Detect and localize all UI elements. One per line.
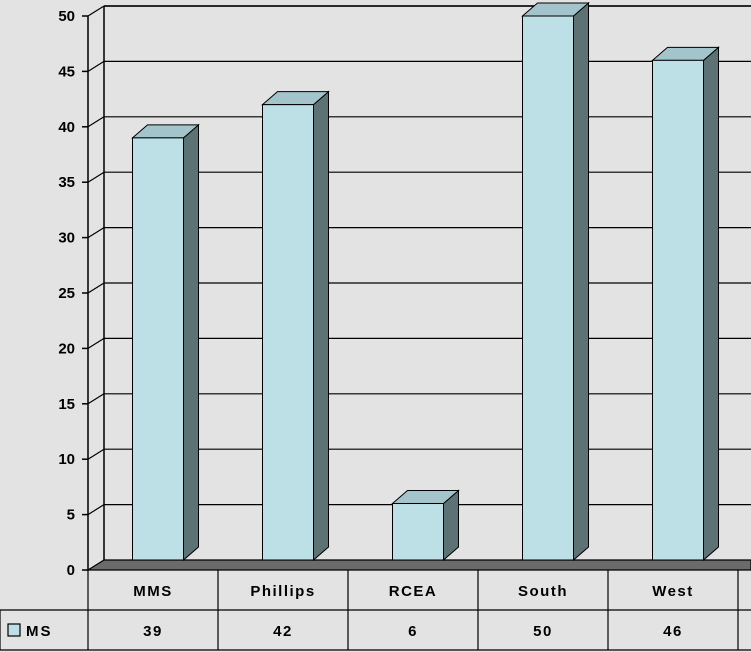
bar — [391, 489, 460, 562]
gridline-diagonal — [87, 282, 105, 294]
bar-side — [313, 90, 329, 562]
bar-front — [522, 15, 574, 561]
bar-front — [132, 137, 184, 561]
y-tick-label: 25 — [58, 285, 75, 302]
y-tick-label: 20 — [58, 340, 75, 357]
legend-swatch — [7, 623, 21, 637]
y-tick-label: 30 — [58, 230, 75, 247]
data-label: 39 — [143, 623, 163, 640]
category-label: RCEA — [389, 583, 438, 600]
category-label: West — [652, 583, 694, 600]
bar-front — [392, 503, 444, 561]
bar — [261, 90, 330, 562]
data-label: 6 — [408, 623, 418, 640]
y-tick-label: 15 — [58, 396, 75, 413]
legend-label: MS — [26, 623, 53, 640]
category-label: MMS — [133, 583, 173, 600]
gridline-diagonal — [87, 227, 105, 239]
category-label: South — [518, 583, 568, 600]
y-axis: 0 5 10 15 20 25 30 35 40 45 50 — [58, 8, 88, 579]
gridline-diagonal — [87, 116, 105, 128]
bars — [131, 1, 720, 562]
bar-side — [183, 123, 199, 562]
y-tick-label: 10 — [58, 451, 75, 468]
chart-floor — [85, 559, 751, 571]
bar-front — [262, 104, 314, 561]
y-tick-label: 45 — [58, 63, 75, 80]
gridline-diagonal — [87, 5, 105, 17]
data-label: 46 — [663, 623, 683, 640]
bar — [651, 46, 720, 562]
gridline-diagonal — [87, 393, 105, 405]
bar-front — [652, 59, 704, 561]
y-tick-label: 50 — [58, 8, 75, 25]
y-tick-label: 0 — [67, 562, 75, 579]
gridline-diagonal — [87, 171, 105, 183]
y-tick-label: 5 — [67, 507, 75, 524]
bar-side — [703, 46, 719, 562]
category-label: Phillips — [250, 583, 315, 600]
bar-side — [573, 1, 589, 562]
y-tick-label: 35 — [58, 174, 75, 191]
bar — [131, 123, 200, 562]
y-tick-label: 40 — [58, 119, 75, 136]
gridline-diagonal — [87, 60, 105, 72]
gridline-diagonal — [87, 504, 105, 516]
data-label: 50 — [533, 623, 553, 640]
floor-plane — [85, 559, 751, 571]
gridline-diagonal — [87, 448, 105, 460]
data-table: MMS 39 Phillips 42 RCEA 6 South 50 West 46 MS — [0, 570, 751, 651]
data-label: 42 — [273, 623, 293, 640]
bar — [521, 1, 590, 562]
gridline-diagonal — [87, 337, 105, 349]
